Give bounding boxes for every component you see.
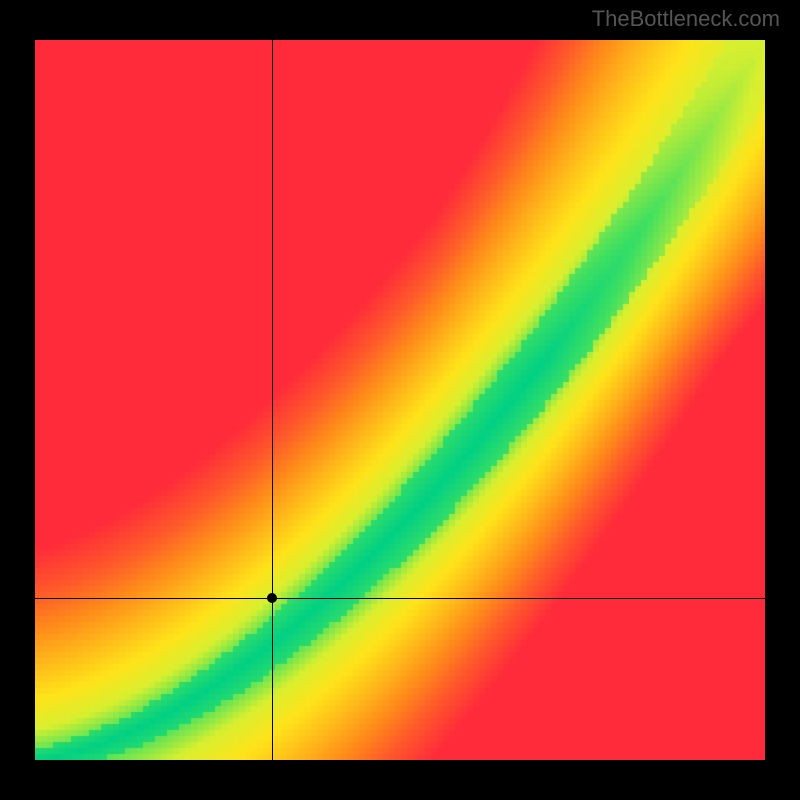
crosshair-horizontal <box>35 598 765 599</box>
heatmap-canvas <box>35 40 765 760</box>
crosshair-vertical <box>272 40 273 760</box>
crosshair-marker <box>267 593 277 603</box>
watermark-text: TheBottleneck.com <box>592 6 780 32</box>
heatmap-plot <box>35 40 765 760</box>
